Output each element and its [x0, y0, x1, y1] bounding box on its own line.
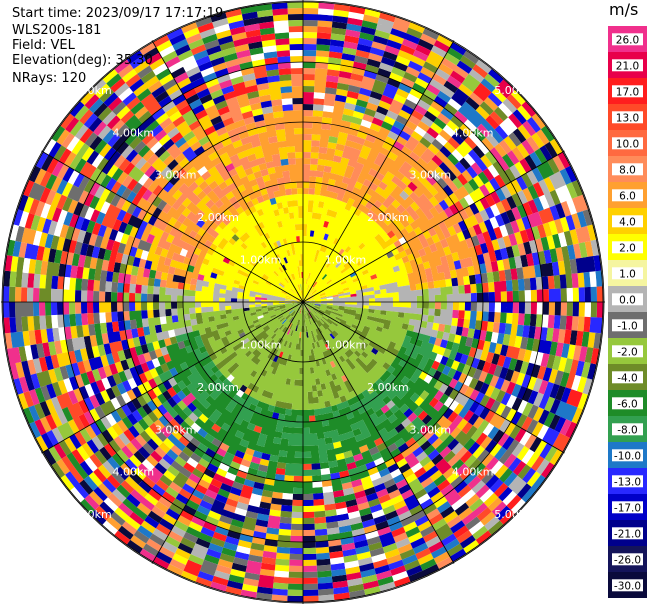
colorbar-tick-label: 4.0: [619, 216, 636, 228]
azimuth-spoke: [302, 301, 455, 564]
field-label: Field: VEL: [12, 38, 75, 53]
colorbar-tick-label: -1.0: [617, 320, 638, 332]
azimuth-spoke: [302, 40, 455, 303]
colorbar-tick-bg: [612, 527, 643, 540]
range-ring-label: 5.00km: [494, 84, 536, 97]
colorbar-tick-label: -10.0: [614, 450, 641, 462]
colorbar-tick-label: 2.0: [619, 242, 636, 254]
colorbar-tick-bg: [612, 423, 643, 436]
range-ring-label: 2.00km: [197, 211, 239, 224]
colorbar-tick-bg: [612, 111, 643, 124]
range-ring-label: 3.00km: [410, 423, 452, 436]
colorbar-tick-label: -6.0: [617, 398, 638, 410]
colorbar-tick-label: 0.0: [619, 294, 636, 306]
colorbar-tick-bg: [612, 59, 643, 72]
colorbar-tick-bg: [612, 189, 643, 202]
colorbar-tick-label: 6.0: [619, 190, 636, 202]
colorbar-tick-bg: [612, 397, 643, 410]
colorbar-tick-bg: [612, 33, 643, 46]
range-ring-label: 1.00km: [325, 338, 367, 351]
colorbar-tick-bg: [612, 371, 643, 384]
colorbar-tick-bg: [612, 449, 643, 462]
colorbar-tick-bg: [612, 553, 643, 566]
azimuth-spoke: [302, 301, 565, 454]
velocity-gates: [6, 3, 590, 591]
elevation-label: Elevation(deg): 35.30: [12, 53, 153, 68]
range-ring-label: 5.00km: [494, 508, 536, 521]
colorbar-tick-bg: [612, 319, 643, 332]
start-time-label: Start time: 2023/09/17 17:17:19: [12, 6, 224, 21]
colorbar-tick-label: 8.0: [619, 164, 636, 176]
colorbar-tick-label: 17.0: [616, 86, 639, 98]
instrument-label: WLS200s-181: [12, 23, 102, 38]
azimuth-spoke: [41, 150, 304, 303]
ppi-plot: 1.00km 1.00km 1.00km 1.00km 2.00km 2.00km 2.00…: [1, 0, 605, 604]
range-ring-label: 2.00km: [367, 211, 409, 224]
colorbar-tick-label: -26.0: [614, 554, 641, 566]
colorbar-tick-label: -21.0: [614, 528, 641, 540]
azimuth-spoke: [151, 40, 304, 303]
range-ring-label: 1.00km: [240, 254, 282, 267]
range-ring-label: 3.00km: [410, 169, 452, 182]
range-ring-label: 2.00km: [197, 381, 239, 394]
range-ring-label: 5.00km: [70, 508, 112, 521]
colorbar-tick-label: 13.0: [616, 112, 639, 124]
colorbar-tick-bg: [612, 293, 643, 306]
colorbar-tick-label: 21.0: [616, 60, 639, 72]
range-ring-label: 1.00km: [240, 338, 282, 351]
azimuth-spoke: [41, 301, 304, 454]
colorbar-tick-label: -8.0: [617, 424, 638, 436]
range-ring-label: 1.00km: [325, 254, 367, 267]
range-ring-label: 2.00km: [367, 381, 409, 394]
colorbar-tick-bg: [612, 215, 643, 228]
colorbar-tick-bg: [612, 345, 643, 358]
colorbar-tick-bg: [612, 241, 643, 254]
azimuth-spoke: [302, 150, 565, 303]
colorbar-tick-label: -30.0: [614, 580, 641, 592]
range-ring-label: 4.00km: [113, 126, 155, 139]
colorbar-tick-bg: [612, 163, 643, 176]
colorbar-tick-label: 26.0: [616, 34, 639, 46]
range-ring-label: 3.00km: [155, 169, 197, 182]
colorbar-tick-bg: [612, 501, 643, 514]
colorbar-unit: m/s: [609, 0, 639, 19]
velocity-gates: [4, 16, 591, 602]
velocity-gates: [21, 18, 600, 602]
colorbar-tick-label: 1.0: [619, 268, 636, 280]
range-ring-label: 4.00km: [113, 466, 155, 479]
velocity-gates: [146, 333, 460, 494]
colorbar-tick-label: -4.0: [617, 372, 638, 384]
azimuth-spoke: [151, 301, 304, 564]
colorbar-tick-label: -13.0: [614, 476, 641, 488]
colorbar: 26.0 21.0 17.0 13.0 10.0 8.0 6.0 4.0 2.0 1.0 0.0 -1…: [608, 26, 647, 598]
range-ring-label: 5.00km: [70, 84, 112, 97]
colorbar-tick-bg: [612, 475, 643, 488]
colorbar-tick-label: 10.0: [616, 138, 639, 150]
velocity-gates: [9, 1, 591, 596]
colorbar-tick-bg: [612, 85, 643, 98]
nrays-label: NRays: 120: [12, 71, 87, 86]
range-ring-label: 4.00km: [452, 126, 494, 139]
colorbar-tick-label: -2.0: [617, 346, 638, 358]
velocity-gates: [10, 1, 589, 593]
range-ring-label: 4.00km: [452, 466, 494, 479]
range-ring-label: 3.00km: [155, 423, 197, 436]
colorbar-tick-bg: [612, 137, 643, 150]
colorbar-tick-bg: [612, 579, 643, 592]
colorbar-tick-bg: [612, 267, 643, 280]
colorbar-tick-label: -17.0: [614, 502, 641, 514]
